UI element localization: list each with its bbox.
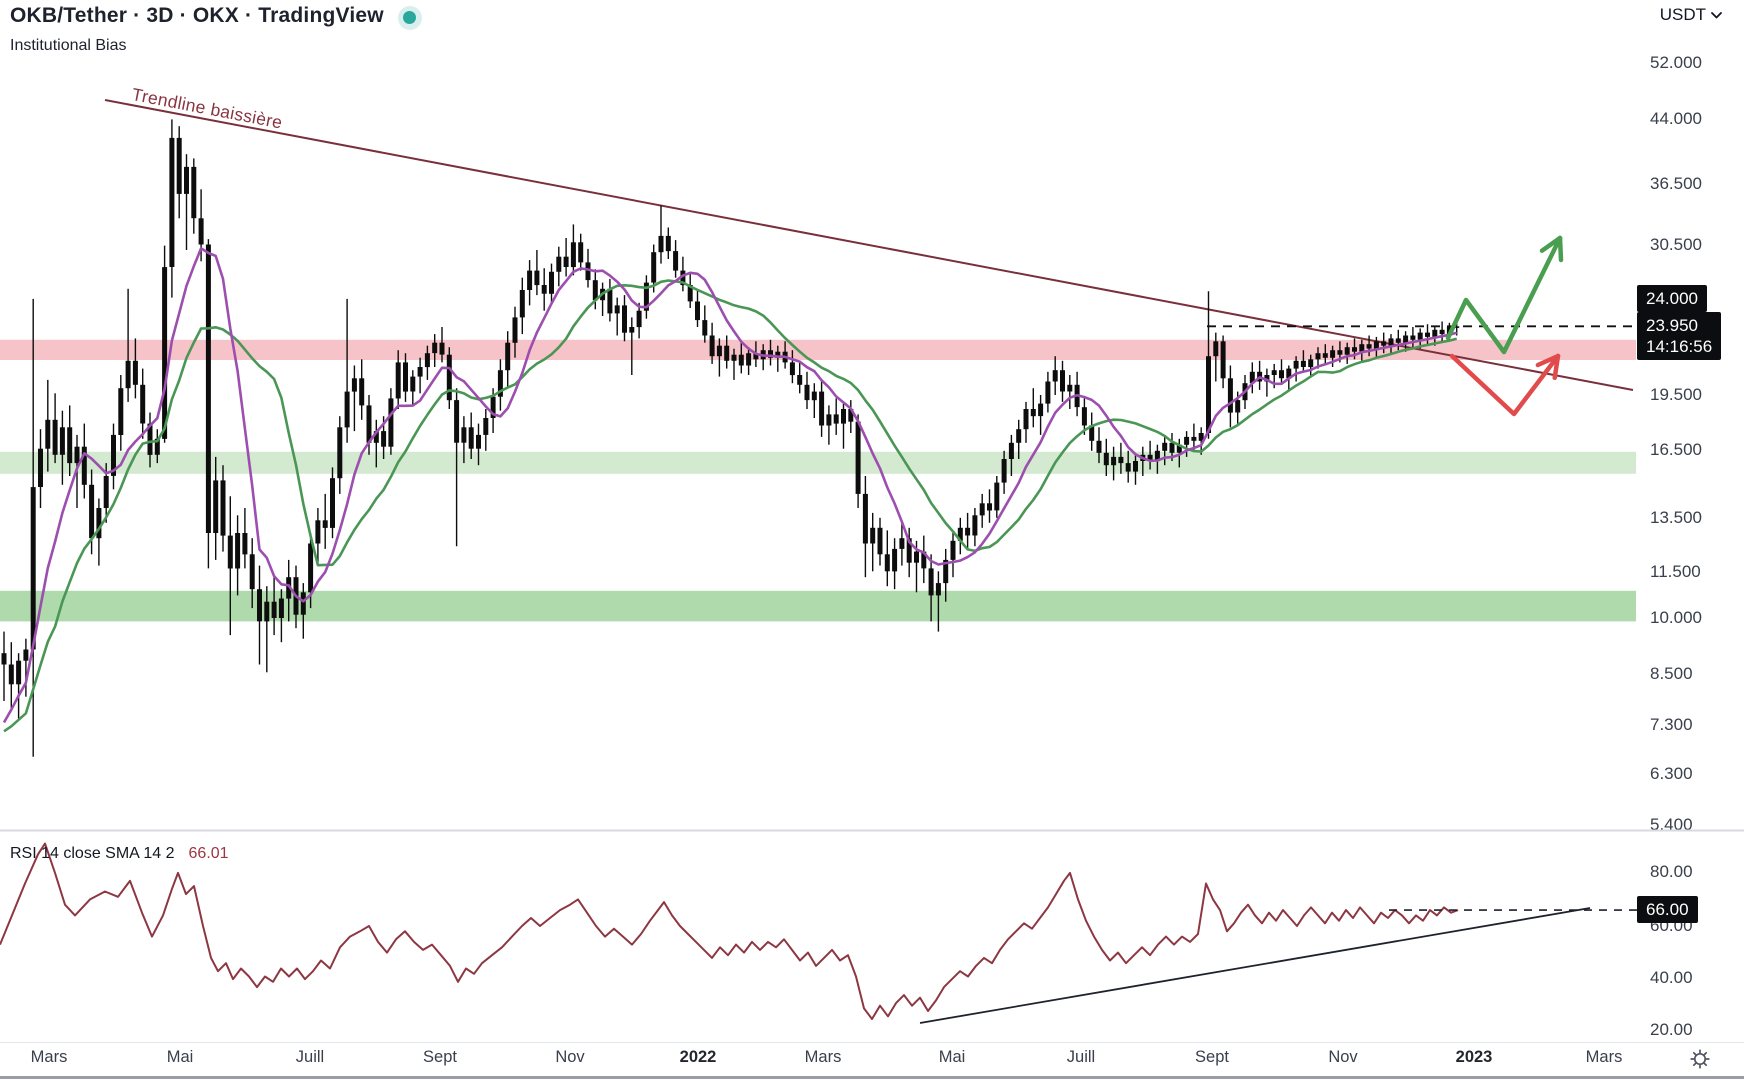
chart-header: OKB/Tether · 3D · OKX · TradingView Inst…	[10, 4, 422, 55]
countdown-timer: 14:16:56	[1646, 337, 1713, 356]
time-tick-label: Sept	[1195, 1048, 1229, 1066]
axis-tick-label: 13.500	[1650, 508, 1702, 527]
bullish-projection-arrow[interactable]	[1445, 235, 1564, 355]
time-tick-label: Sept	[423, 1048, 457, 1066]
axis-tick-label: 44.000	[1650, 109, 1702, 128]
time-tick-label: 2023	[1455, 1048, 1493, 1066]
settings-gear-button[interactable]	[1686, 1045, 1714, 1073]
time-tick-label: Mai	[938, 1048, 966, 1066]
support-resistance-zones	[0, 339, 1636, 622]
axis-tick-label: 8.500	[1650, 664, 1693, 683]
time-tick-label: Mars	[804, 1048, 842, 1066]
ma-fast-line	[2, 247, 1458, 724]
axis-tick-label: 5.400	[1650, 815, 1693, 834]
rsi-value-badge: 66.00	[1637, 896, 1698, 923]
axis-tick-label: 16.500	[1650, 440, 1702, 459]
ma-slow-line	[3, 279, 1458, 733]
status-dot-icon	[403, 11, 417, 25]
last-price-badge: 23.950 14:16:56	[1637, 312, 1722, 360]
currency-label: USDT	[1659, 5, 1706, 24]
axis-tick-label: 80.00	[1650, 862, 1693, 881]
axis-tick-label: 11.500	[1650, 562, 1701, 581]
axis-tick-label: 19.500	[1650, 385, 1702, 404]
axis-tick-label: 30.500	[1650, 235, 1702, 254]
time-tick-label: Mars	[1585, 1048, 1623, 1066]
axis-tick-label: 10.000	[1650, 608, 1702, 627]
support-zone-low	[0, 590, 1636, 622]
rsi-ascending-trendline[interactable]	[919, 907, 1591, 1024]
bottom-border	[0, 1076, 1744, 1079]
time-tick-label: Mai	[166, 1048, 194, 1066]
axis-tick-label: 20.00	[1650, 1020, 1693, 1039]
time-tick-label: Juill	[1066, 1048, 1096, 1066]
time-tick-label: Nov	[555, 1048, 585, 1066]
indicator-legend[interactable]: RSI 14 close SMA 14 2 66.01	[10, 845, 229, 863]
symbol-title: OKB/Tether · 3D · OKX · TradingView	[10, 4, 384, 27]
time-tick-label: Juill	[295, 1048, 325, 1066]
bearish-projection-arrow[interactable]	[1449, 353, 1561, 417]
last-price-value: 23.950	[1646, 316, 1698, 335]
resistance-zone	[0, 339, 1636, 360]
axis-tick-label: 52.000	[1650, 53, 1702, 72]
axis-tick-label: 7.300	[1650, 715, 1693, 734]
axis-tick-label: 6.300	[1650, 764, 1693, 783]
chevron-down-icon	[1711, 11, 1722, 18]
rsi-line	[0, 842, 1459, 1020]
candlestick-series	[1, 119, 1460, 757]
gear-icon	[1690, 1049, 1710, 1069]
currency-selector[interactable]: USDT	[1660, 5, 1722, 25]
time-tick-label: 2022	[679, 1048, 717, 1066]
chart-subtitle: Institutional Bias	[10, 36, 127, 54]
indicator-value: 66.01	[188, 845, 229, 862]
support-zone-mid	[0, 451, 1636, 474]
time-tick-label: Mars	[30, 1048, 68, 1066]
axis-tick-label: 40.00	[1650, 968, 1693, 987]
time-tick-label: Nov	[1328, 1048, 1358, 1066]
price-level-badge: 24.000	[1637, 285, 1707, 312]
indicator-label: RSI 14 close SMA 14 2	[10, 845, 175, 862]
market-status-icon	[397, 5, 422, 30]
axis-tick-label: 36.500	[1650, 174, 1702, 193]
